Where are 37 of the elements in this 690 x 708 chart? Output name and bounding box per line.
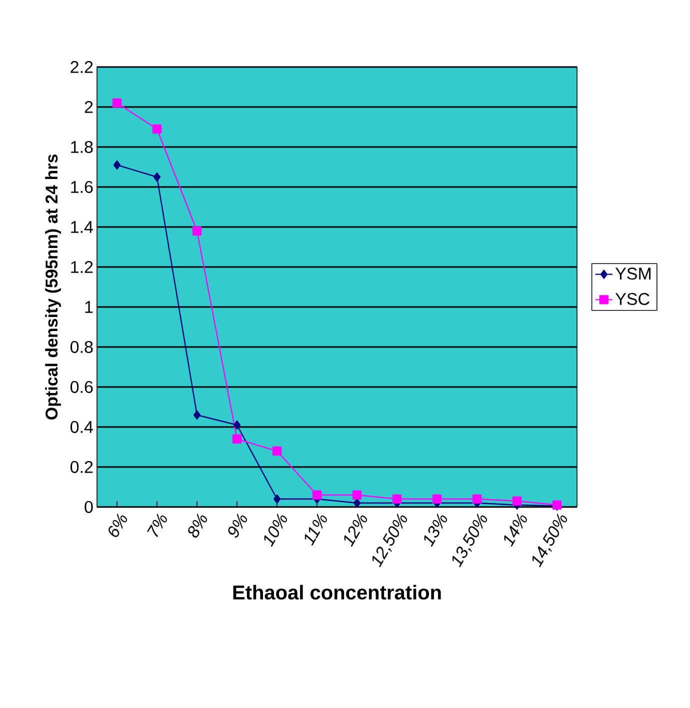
x-tick-label: 6% — [108, 513, 127, 537]
x-tick-label: 7% — [147, 513, 167, 538]
y-tick-label: 0.4 — [70, 420, 93, 434]
x-tick-label: 9% — [228, 513, 247, 538]
point — [312, 490, 322, 500]
point — [233, 420, 241, 430]
point — [193, 410, 201, 420]
point — [192, 226, 202, 236]
point — [153, 172, 161, 182]
y-tick-label: 1 — [85, 301, 93, 313]
point — [273, 494, 281, 504]
x-tick-label: 8% — [188, 513, 207, 538]
point — [472, 494, 482, 504]
point — [112, 98, 122, 108]
point — [353, 498, 361, 508]
y-tick-label: 1.4 — [71, 221, 93, 233]
y-axis-title: Optical density (595nm) at 24 hrs — [45, 154, 61, 420]
legend-label: YSC — [615, 292, 650, 306]
point — [392, 494, 402, 504]
x-axis-title: Ethaoal concentration — [233, 584, 441, 600]
y-tick-label: 0.6 — [70, 380, 93, 394]
y-tick-label: 2.2 — [70, 61, 93, 73]
point — [512, 496, 522, 506]
legend-label: YSM — [615, 268, 651, 280]
y-tick-label: 1.6 — [71, 180, 93, 194]
y-tick-label: 0.2 — [70, 460, 93, 474]
point — [152, 124, 162, 134]
y-tick-label: 1.8 — [71, 140, 93, 154]
point — [432, 494, 442, 504]
point — [232, 434, 242, 444]
y-tick-label: 1.2 — [71, 261, 93, 273]
point — [272, 446, 282, 456]
point — [113, 160, 121, 170]
point — [352, 490, 362, 500]
y-tick-label: 0.8 — [70, 340, 93, 354]
y-tick-label: 2 — [84, 101, 93, 113]
y-tick-label: 0 — [84, 500, 93, 514]
